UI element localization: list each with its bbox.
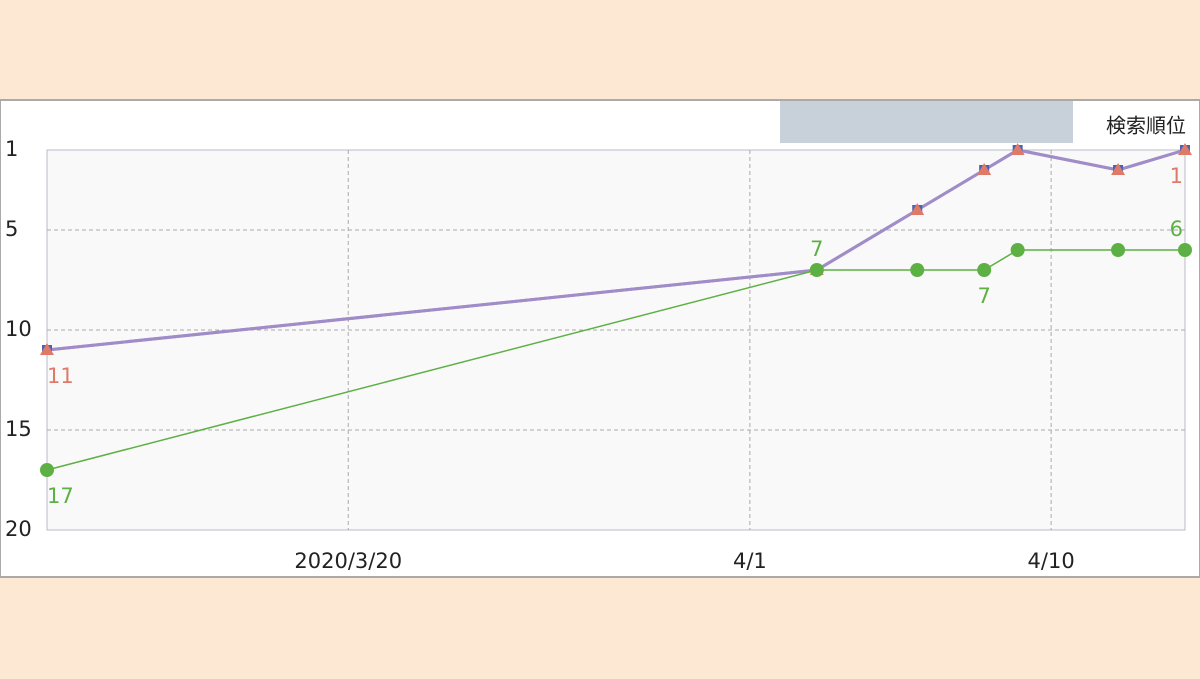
marker (1178, 243, 1192, 257)
data-label: 11 (47, 364, 74, 388)
marker (977, 163, 992, 175)
marker (1111, 163, 1126, 175)
y-tick-label: 20 (5, 517, 32, 541)
legend-label: 検索順位 (1106, 114, 1186, 138)
data-label: 6 (1170, 217, 1183, 241)
redaction (780, 101, 1073, 143)
x-tick-label: 4/1 (733, 549, 767, 573)
marker (40, 463, 54, 477)
data-label: 7 (977, 284, 990, 308)
marker (1010, 243, 1025, 257)
marker (40, 343, 54, 355)
marker (1111, 243, 1126, 257)
y-tick-label: 15 (5, 417, 32, 441)
x-tick-label: 4/10 (1028, 549, 1075, 573)
data-label: 7 (810, 237, 823, 261)
marker (977, 263, 992, 277)
y-tick-label: 1 (5, 137, 18, 161)
x-tick-label: 2020/3/20 (294, 549, 402, 573)
data-label: 17 (47, 484, 74, 508)
y-tick-label: 5 (5, 217, 18, 241)
marker (1010, 143, 1025, 155)
plot-area (46, 149, 1186, 531)
data-label: 1 (1170, 164, 1183, 188)
marker (910, 263, 925, 277)
marker (1178, 143, 1192, 155)
marker (910, 203, 925, 215)
marker (809, 263, 824, 277)
y-tick-label: 10 (5, 317, 32, 341)
